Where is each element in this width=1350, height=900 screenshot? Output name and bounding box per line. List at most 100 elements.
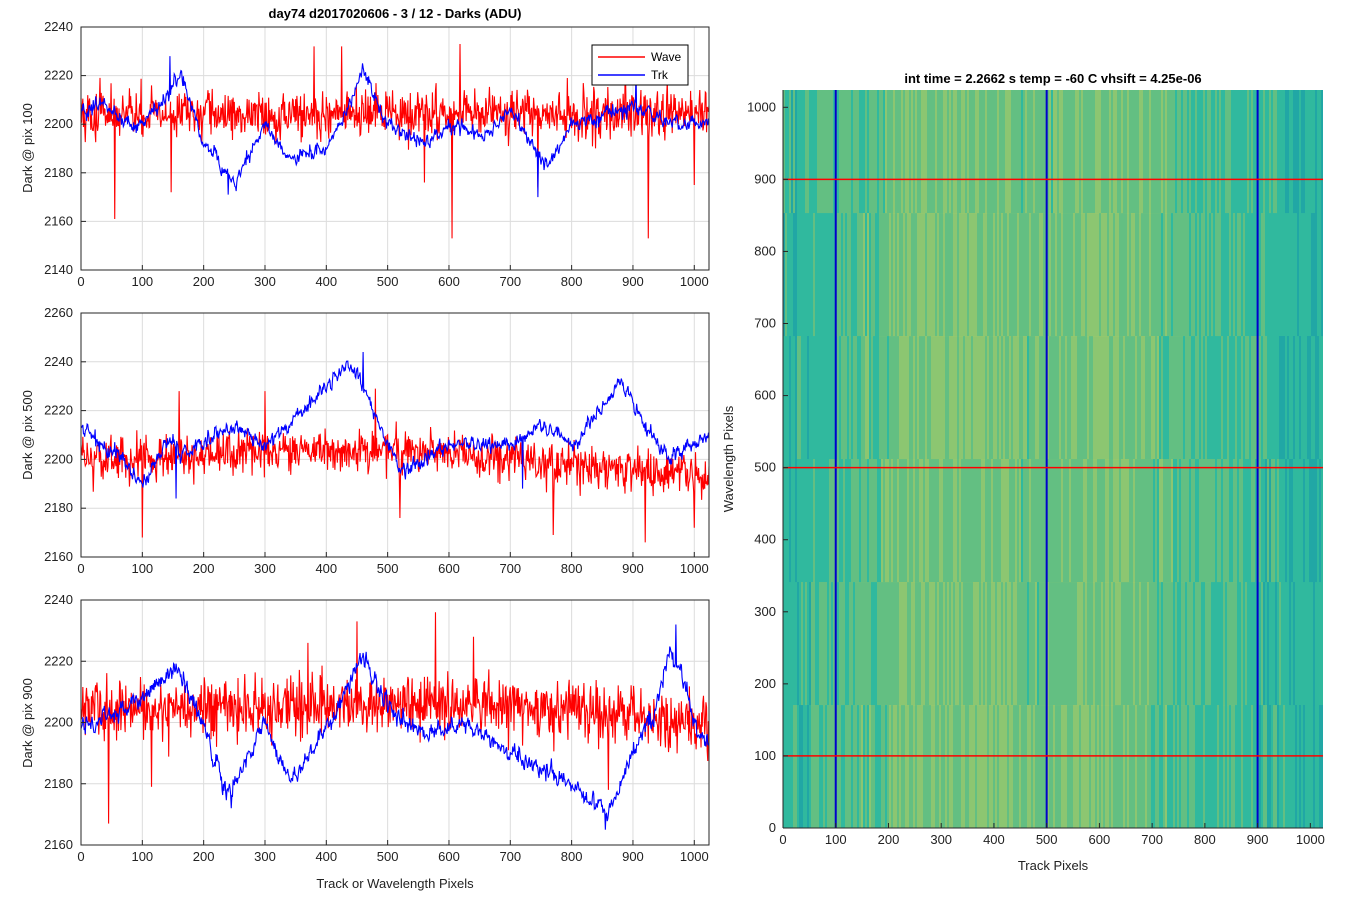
heatmap-cell	[1089, 705, 1091, 829]
heatmap-cell	[953, 213, 955, 337]
heatmap-cell	[1113, 90, 1115, 214]
heatmap-cell	[915, 459, 917, 583]
heatmap-cell	[1167, 213, 1169, 337]
heatmap-cell	[1279, 90, 1281, 214]
heatmap-cell	[1251, 336, 1253, 460]
heatmap-title: int time = 2.2662 s temp = -60 C vhsift …	[904, 71, 1201, 86]
heatmap-cell	[1309, 213, 1311, 337]
heatmap-cell	[921, 213, 923, 337]
heatmap-cell	[1125, 213, 1127, 337]
heatmap-cell	[1015, 705, 1017, 829]
heatmap-cell	[1189, 582, 1191, 706]
heatmap-cell	[877, 90, 879, 214]
heatmap-cell	[1179, 336, 1181, 460]
heatmap-cell	[1273, 582, 1275, 706]
x-tick-label: 0	[77, 849, 84, 864]
heatmap-cell	[833, 90, 835, 214]
heatmap-cell	[797, 336, 799, 460]
heatmap-cell	[1221, 90, 1223, 214]
heatmap-cell	[881, 582, 883, 706]
heatmap-cell	[1173, 213, 1175, 337]
heatmap-cell	[987, 90, 989, 214]
heatmap-cell	[855, 705, 857, 829]
heatmap-cell	[911, 213, 913, 337]
heatmap-cell	[1221, 705, 1223, 829]
heatmap-cell	[893, 582, 895, 706]
heatmap-cell	[905, 582, 907, 706]
heatmap-cell	[1277, 582, 1279, 706]
heatmap-cell	[851, 213, 853, 337]
heatmap-cell	[1181, 90, 1183, 214]
heatmap-cell	[933, 582, 935, 706]
y-tick-label: 2260	[44, 305, 73, 320]
heatmap-cell	[877, 582, 879, 706]
heatmap-cell	[1141, 213, 1143, 337]
heatmap-cell	[1187, 705, 1189, 829]
heatmap-cell	[903, 459, 905, 583]
heatmap-cell	[1027, 336, 1029, 460]
heatmap-cell	[1105, 90, 1107, 214]
heatmap-cell	[797, 459, 799, 583]
heatmap-cell	[881, 705, 883, 829]
heatmap-cell	[907, 459, 909, 583]
heatmap-cell	[951, 90, 953, 214]
heatmap-cell	[1175, 90, 1177, 214]
heatmap-cell	[1283, 705, 1285, 829]
heatmap-cell	[1247, 582, 1249, 706]
heatmap-cell	[1089, 213, 1091, 337]
heatmap-cell	[1019, 90, 1021, 214]
heatmap-cell	[1193, 336, 1195, 460]
heatmap-cell	[1291, 213, 1293, 337]
x-tick-label: 600	[438, 274, 460, 289]
heatmap-cell	[1247, 459, 1249, 583]
heatmap-cell	[811, 213, 813, 337]
heatmap-cell	[1125, 582, 1127, 706]
heatmap-cell	[1137, 459, 1139, 583]
heatmap-cell	[1321, 336, 1323, 460]
heatmap-cell	[831, 705, 833, 829]
heatmap-cell	[917, 90, 919, 214]
heatmap-cell	[1141, 90, 1143, 214]
heatmap-cell	[1223, 582, 1225, 706]
heatmap-cell	[1157, 582, 1159, 706]
heatmap-cell	[1061, 336, 1063, 460]
heatmap-cell	[1255, 705, 1257, 829]
heatmap-cell	[1097, 582, 1099, 706]
heatmap-cell	[877, 705, 879, 829]
heatmap-cell	[853, 705, 855, 829]
heatmap-cell	[1073, 336, 1075, 460]
heatmap-cell	[949, 90, 951, 214]
heatmap-cell	[1153, 213, 1155, 337]
heatmap-cell	[1017, 213, 1019, 337]
heatmap-cell	[1139, 459, 1141, 583]
heatmap-cell	[993, 336, 995, 460]
heatmap-cell	[985, 90, 987, 214]
heatmap-cell	[859, 459, 861, 583]
heatmap-cell	[913, 90, 915, 214]
heatmap-cell	[1161, 705, 1163, 829]
heatmap-cell	[1137, 582, 1139, 706]
heatmap-cell	[911, 336, 913, 460]
heatmap-cell	[1149, 582, 1151, 706]
heatmap-cell	[1103, 705, 1105, 829]
heatmap-cell	[1237, 336, 1239, 460]
heatmap-cell	[1043, 90, 1045, 214]
heatmap-cell	[921, 90, 923, 214]
heatmap-cell	[963, 705, 965, 829]
x-tick-label: 100	[131, 274, 153, 289]
heatmap-cell	[993, 459, 995, 583]
heatmap-cell	[1087, 582, 1089, 706]
heatmap-cell	[1209, 459, 1211, 583]
heatmap-cell	[1293, 90, 1295, 214]
heatmap-cell	[1249, 459, 1251, 583]
heatmap-cell	[1059, 90, 1061, 214]
heatmap-cell	[847, 459, 849, 583]
heatmap-cell	[893, 705, 895, 829]
heatmap-cell	[1119, 213, 1121, 337]
heatmap-cell	[1075, 90, 1077, 214]
heatmap-cell	[1171, 213, 1173, 337]
heatmap-cell	[907, 90, 909, 214]
heatmap-cell	[1131, 582, 1133, 706]
x-tick-label: 900	[622, 849, 644, 864]
heatmap-cell	[1021, 582, 1023, 706]
